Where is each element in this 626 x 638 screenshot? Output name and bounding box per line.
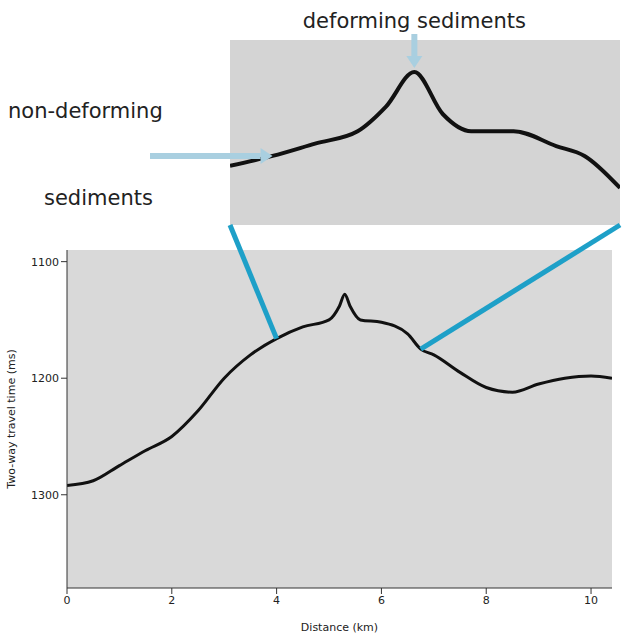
svg-text:4: 4 (273, 594, 280, 607)
svg-text:1300: 1300 (31, 489, 59, 502)
svg-text:2: 2 (168, 594, 175, 607)
svg-text:Distance (km): Distance (km) (301, 621, 378, 634)
svg-text:sediments: sediments (44, 186, 153, 210)
svg-text:8: 8 (483, 594, 490, 607)
svg-text:1200: 1200 (31, 372, 59, 385)
svg-text:deforming sediments: deforming sediments (303, 9, 526, 33)
svg-text:non-deforming: non-deforming (8, 99, 163, 123)
svg-text:1100: 1100 (31, 256, 59, 269)
svg-text:6: 6 (378, 594, 385, 607)
svg-text:Two-way travel time (ms): Two-way travel time (ms) (5, 349, 18, 489)
svg-text:0: 0 (64, 594, 71, 607)
svg-text:10: 10 (584, 594, 598, 607)
